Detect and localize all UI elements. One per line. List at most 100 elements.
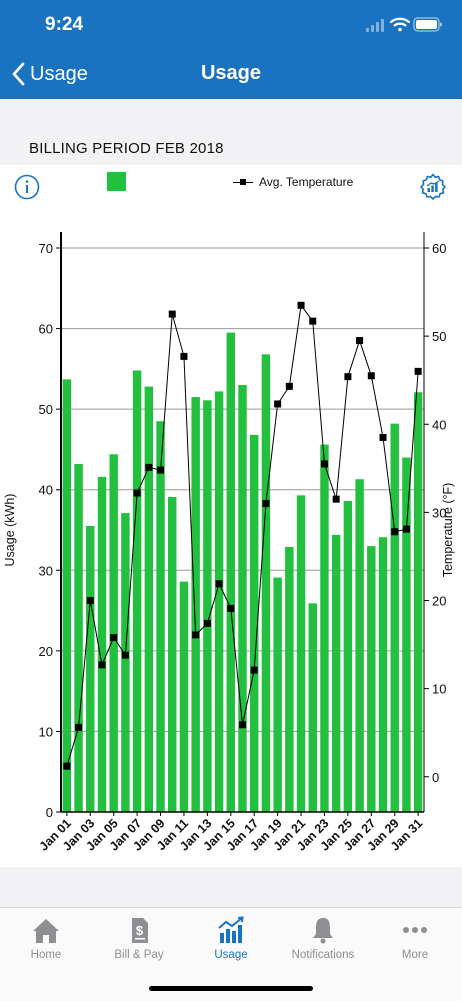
temperature-point [98, 661, 106, 669]
chevron-left-icon [12, 62, 25, 86]
status-icons [366, 17, 442, 32]
tab-usage-label: Usage [214, 949, 248, 961]
usage-bar [249, 434, 259, 812]
temperature-point [63, 762, 71, 770]
temperature-point [379, 433, 387, 441]
app-header: 9:24 Usage Usage [0, 0, 462, 99]
usage-bar [378, 537, 388, 812]
usage-bar [179, 581, 189, 812]
temperature-point [157, 466, 165, 474]
temperature-point [356, 337, 364, 345]
y2-tick-label: 0 [432, 770, 439, 785]
y-axis-title: Usage (kWh) [3, 494, 17, 567]
y2-axis-title: Temperature (°F) [441, 483, 455, 578]
home-indicator [149, 986, 313, 991]
wifi-icon [389, 17, 411, 32]
usage-bar [156, 421, 165, 812]
info-button[interactable] [14, 174, 40, 200]
tab-bar: Home $ Bill & Pay Usage Notifications [0, 907, 462, 1001]
usage-bar [285, 546, 294, 812]
temperature-point [215, 580, 223, 588]
usage-bar [203, 400, 212, 812]
back-button[interactable]: Usage [12, 60, 88, 88]
back-label: Usage [30, 62, 88, 85]
temperature-point [203, 619, 211, 627]
usage-bar [413, 392, 423, 812]
usage-bar [343, 500, 353, 812]
y2-tick-label: 60 [432, 241, 446, 256]
usage-bar [308, 603, 317, 812]
home-icon [33, 919, 59, 943]
y-tick-label: 30 [39, 563, 53, 578]
usage-bar [390, 423, 399, 812]
y2-tick-label: 50 [432, 329, 446, 344]
usage-bar [97, 476, 107, 812]
temperature-point [168, 310, 176, 318]
tab-home-label: Home [30, 949, 62, 961]
y2-tick-label: 40 [432, 417, 446, 432]
tab-more-label: More [401, 949, 429, 961]
temperature-point [391, 528, 399, 536]
tab-bill-pay[interactable]: $ Bill & Pay [93, 908, 185, 968]
temperature-point [414, 367, 422, 375]
usage-bar [109, 454, 118, 812]
temperature-point [121, 651, 129, 659]
tab-home[interactable]: Home [0, 908, 92, 968]
temperature-point [133, 489, 141, 497]
page-title: Usage [200, 62, 262, 84]
bill-icon: $ [132, 918, 148, 943]
more-icon [403, 927, 427, 933]
tab-bill-pay-label: Bill & Pay [114, 949, 164, 961]
temperature-point [145, 463, 153, 471]
tab-more[interactable]: More [369, 908, 461, 968]
temperature-point [309, 317, 317, 325]
temperature-point [86, 597, 94, 604]
bell-icon [313, 918, 333, 944]
tab-usage[interactable]: Usage [185, 908, 277, 968]
y-tick-label: 70 [39, 241, 53, 256]
y-tick-label: 40 [39, 483, 53, 498]
usage-bar [191, 397, 200, 812]
temperature-point [367, 372, 375, 380]
usage-bar [214, 391, 224, 812]
y2-tick-label: 30 [432, 505, 446, 520]
svg-text:$: $ [136, 923, 144, 938]
usage-bar [331, 534, 341, 812]
usage-bar [74, 463, 83, 812]
temperature-point [75, 723, 83, 731]
usage-bar [355, 479, 364, 812]
usage-bar [132, 370, 142, 812]
legend-temp-label: Avg. Temperature [259, 175, 354, 189]
usage-bar [168, 496, 177, 812]
y-tick-label: 10 [39, 724, 53, 739]
y-tick-label: 0 [46, 805, 53, 820]
usage-bar [402, 457, 411, 812]
usage-bar [121, 513, 130, 812]
tab-notifications-label: Notifications [291, 949, 355, 961]
temperature-point [320, 460, 328, 468]
temperature-point [285, 382, 293, 390]
temperature-point [239, 721, 246, 729]
usage-bar [62, 379, 72, 812]
y-tick-label: 20 [39, 644, 53, 659]
usage-bar [273, 577, 282, 812]
y-tick-label: 50 [39, 402, 53, 417]
usage-bar [261, 354, 271, 812]
gear-chart-icon [420, 173, 446, 200]
tab-notifications[interactable]: Notifications [277, 908, 369, 968]
temperature-point [192, 631, 200, 639]
section-band [0, 99, 462, 165]
temperature-point [227, 604, 235, 612]
chart-settings-button[interactable] [419, 173, 447, 201]
usage-chart-icon [218, 916, 244, 943]
temperature-point [250, 666, 258, 674]
usage-bar [144, 386, 154, 812]
status-time: 9:24 [45, 14, 84, 35]
y2-tick-label: 10 [432, 682, 446, 697]
billing-period-title: BILLING PERIOD FEB 2018 [29, 140, 224, 157]
usage-bar [296, 495, 306, 812]
usage-bar [238, 384, 247, 812]
legend-usage-swatch [107, 172, 126, 191]
temperature-point [262, 500, 270, 508]
